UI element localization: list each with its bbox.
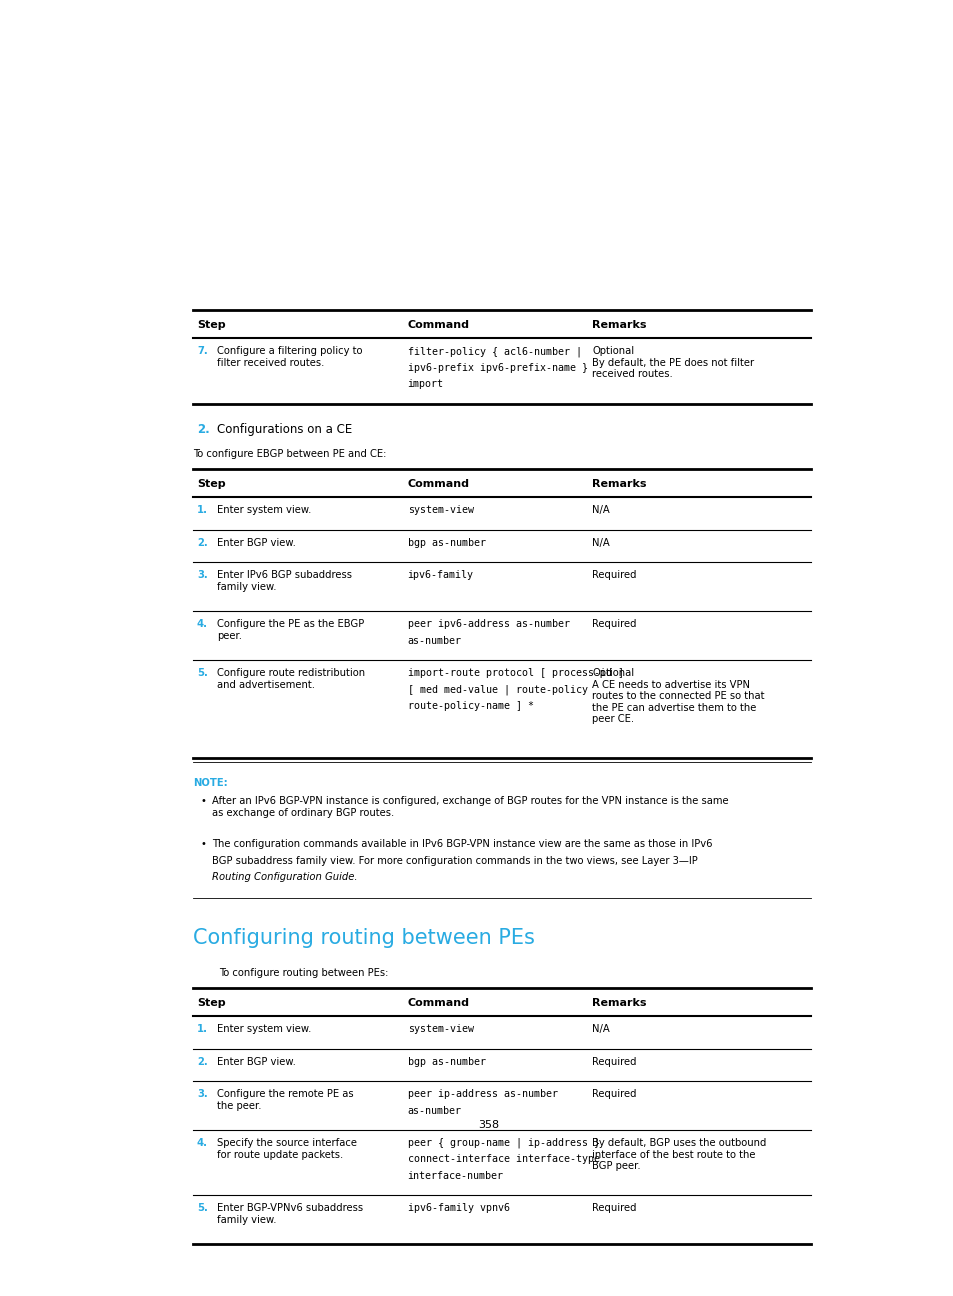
- Text: Remarks: Remarks: [592, 998, 646, 1008]
- Text: BGP subaddress family view. For more configuration commands in the two views, se: BGP subaddress family view. For more con…: [212, 855, 697, 866]
- Text: Configure route redistribution
and advertisement.: Configure route redistribution and adver…: [216, 667, 365, 689]
- Text: Enter BGP view.: Enter BGP view.: [216, 1056, 295, 1067]
- Text: Configure the PE as the EBGP
peer.: Configure the PE as the EBGP peer.: [216, 619, 364, 640]
- Text: 5.: 5.: [196, 1204, 208, 1213]
- Text: [ med med-value | route-policy: [ med med-value | route-policy: [407, 684, 587, 695]
- Text: Required: Required: [592, 619, 637, 629]
- Text: peer { group-name | ip-address }: peer { group-name | ip-address }: [407, 1138, 599, 1148]
- Text: Required: Required: [592, 1204, 637, 1213]
- Text: 1.: 1.: [196, 505, 208, 516]
- Text: as-number: as-number: [407, 635, 461, 645]
- Text: system-view: system-view: [407, 505, 473, 516]
- Text: ipv6-prefix ipv6-prefix-name }: ipv6-prefix ipv6-prefix-name }: [407, 363, 587, 372]
- Text: Optional
By default, the PE does not filter
received routes.: Optional By default, the PE does not fil…: [592, 346, 754, 380]
- Text: 7.: 7.: [196, 346, 208, 356]
- Text: filter-policy { acl6-number |: filter-policy { acl6-number |: [407, 346, 581, 356]
- Text: Enter BGP view.: Enter BGP view.: [216, 538, 295, 548]
- Text: import: import: [407, 378, 443, 389]
- Text: Remarks: Remarks: [592, 480, 646, 490]
- Text: 358: 358: [477, 1121, 499, 1130]
- Text: interface-number: interface-number: [407, 1170, 503, 1181]
- Text: By default, BGP uses the outbound
interface of the best route to the
BGP peer.: By default, BGP uses the outbound interf…: [592, 1138, 766, 1172]
- Text: peer ip-address as-number: peer ip-address as-number: [407, 1089, 557, 1099]
- Text: Required: Required: [592, 1056, 637, 1067]
- Text: connect-interface interface-type: connect-interface interface-type: [407, 1155, 599, 1164]
- Text: NOTE:: NOTE:: [193, 778, 228, 788]
- Text: 2.: 2.: [196, 538, 208, 548]
- Text: 1.: 1.: [196, 1024, 208, 1034]
- Text: •: •: [200, 796, 206, 806]
- Text: import-route protocol [ process-id ]: import-route protocol [ process-id ]: [407, 667, 623, 678]
- Text: Specify the source interface
for route update packets.: Specify the source interface for route u…: [216, 1138, 356, 1160]
- Text: Enter BGP-VPNv6 subaddress
family view.: Enter BGP-VPNv6 subaddress family view.: [216, 1204, 362, 1225]
- Text: Routing Configuration Guide.: Routing Configuration Guide.: [212, 872, 356, 883]
- Text: N/A: N/A: [592, 538, 610, 548]
- Text: Required: Required: [592, 1089, 637, 1099]
- Text: To configure EBGP between PE and CE:: To configure EBGP between PE and CE:: [193, 450, 386, 459]
- Text: 4.: 4.: [196, 619, 208, 629]
- Text: Enter system view.: Enter system view.: [216, 1024, 311, 1034]
- Text: 2.: 2.: [196, 424, 210, 437]
- Text: Remarks: Remarks: [592, 320, 646, 330]
- Text: Step: Step: [196, 998, 225, 1008]
- Text: Step: Step: [196, 320, 225, 330]
- Text: •: •: [200, 839, 206, 849]
- Text: Step: Step: [196, 480, 225, 490]
- Text: 3.: 3.: [196, 1089, 208, 1099]
- Text: To configure routing between PEs:: To configure routing between PEs:: [219, 968, 388, 978]
- Text: Optional
A CE needs to advertise its VPN
routes to the connected PE so that
the : Optional A CE needs to advertise its VPN…: [592, 667, 764, 724]
- Text: 2.: 2.: [196, 1056, 208, 1067]
- Text: Configurations on a CE: Configurations on a CE: [216, 424, 352, 437]
- Text: system-view: system-view: [407, 1024, 473, 1034]
- Text: N/A: N/A: [592, 505, 610, 516]
- Text: Required: Required: [592, 570, 637, 581]
- Text: Command: Command: [407, 998, 469, 1008]
- Text: 3.: 3.: [196, 570, 208, 581]
- Text: Enter IPv6 BGP subaddress
family view.: Enter IPv6 BGP subaddress family view.: [216, 570, 352, 592]
- Text: route-policy-name ] *: route-policy-name ] *: [407, 701, 533, 712]
- Text: N/A: N/A: [592, 1024, 610, 1034]
- Text: Configure the remote PE as
the peer.: Configure the remote PE as the peer.: [216, 1089, 354, 1111]
- Text: peer ipv6-address as-number: peer ipv6-address as-number: [407, 619, 569, 629]
- Text: Configuring routing between PEs: Configuring routing between PEs: [193, 928, 535, 949]
- Text: Enter system view.: Enter system view.: [216, 505, 311, 516]
- Text: Configure a filtering policy to
filter received routes.: Configure a filtering policy to filter r…: [216, 346, 362, 368]
- Text: Command: Command: [407, 480, 469, 490]
- Text: as-number: as-number: [407, 1105, 461, 1116]
- Text: Command: Command: [407, 320, 469, 330]
- Text: bgp as-number: bgp as-number: [407, 1056, 485, 1067]
- Text: ipv6-family: ipv6-family: [407, 570, 473, 581]
- Text: The configuration commands available in IPv6 BGP-VPN instance view are the same : The configuration commands available in …: [212, 839, 712, 849]
- Text: After an IPv6 BGP-VPN instance is configured, exchange of BGP routes for the VPN: After an IPv6 BGP-VPN instance is config…: [212, 796, 727, 818]
- Text: 4.: 4.: [196, 1138, 208, 1148]
- Text: bgp as-number: bgp as-number: [407, 538, 485, 548]
- Text: ipv6-family vpnv6: ipv6-family vpnv6: [407, 1204, 509, 1213]
- Text: 5.: 5.: [196, 667, 208, 678]
